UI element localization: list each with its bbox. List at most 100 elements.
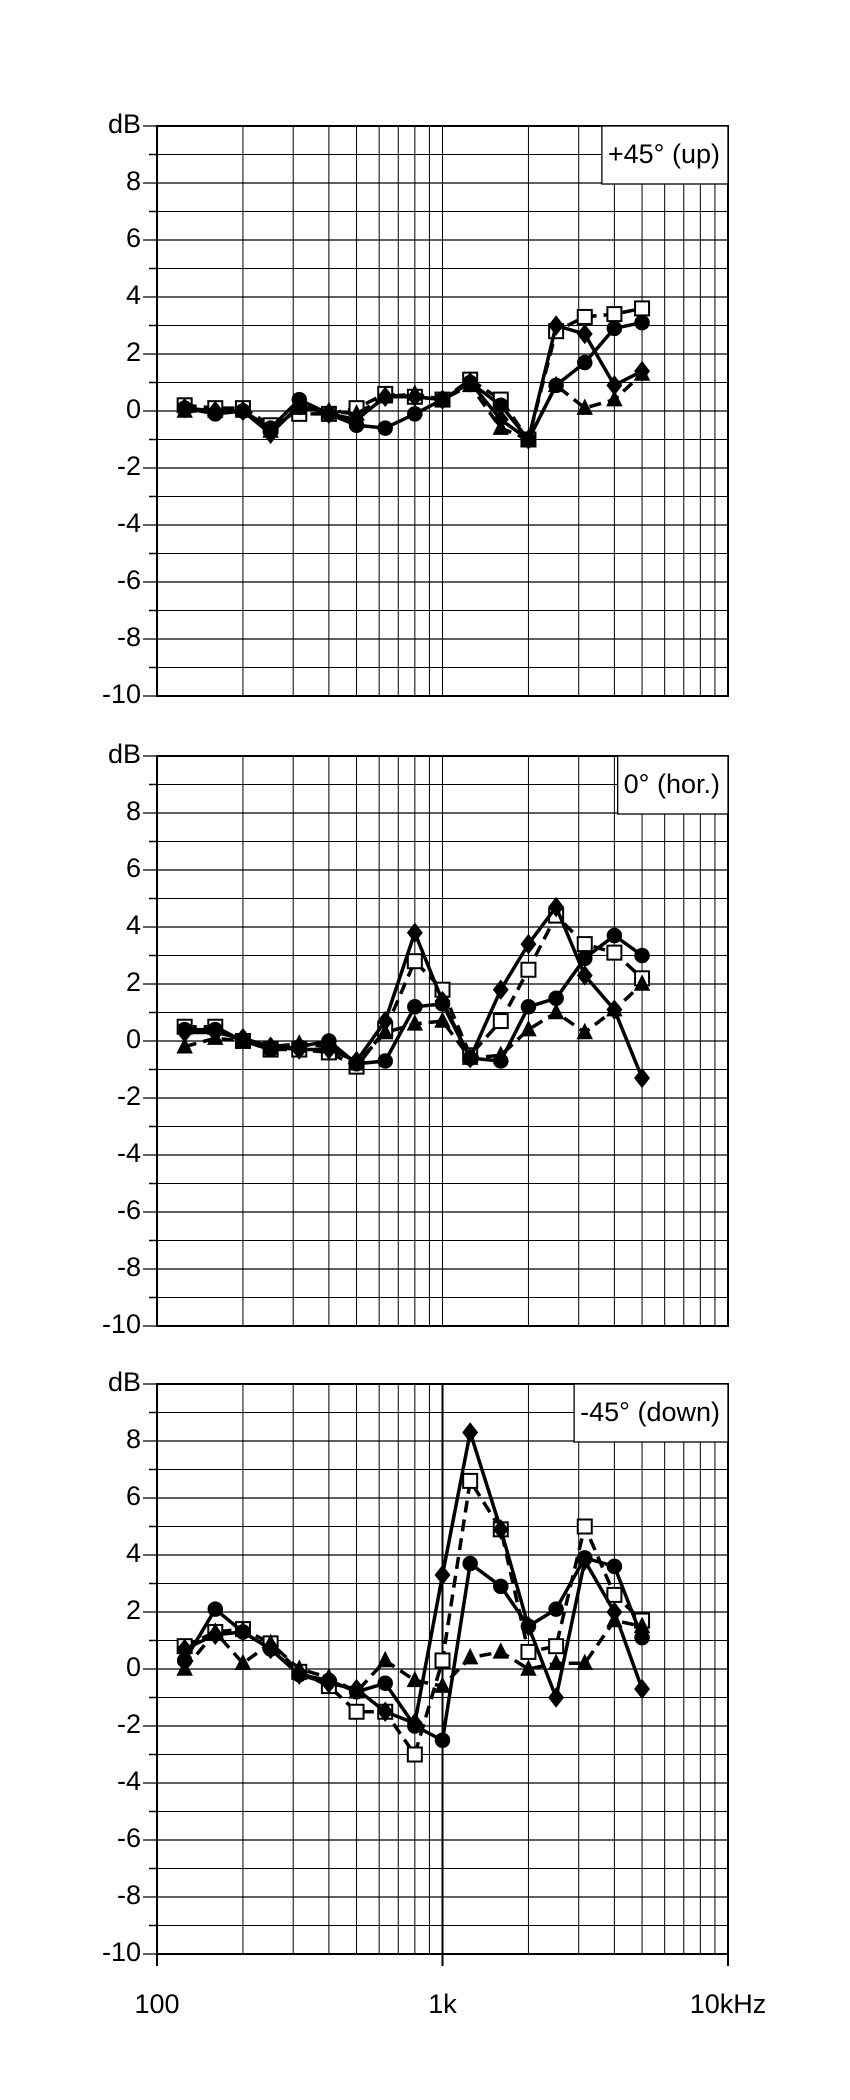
marker (434, 1011, 451, 1028)
marker (576, 936, 593, 953)
marker (576, 1022, 593, 1040)
marker (520, 1019, 537, 1037)
marker (434, 391, 451, 408)
y-tick-label: -8 (117, 1880, 141, 1910)
marker (606, 1586, 623, 1603)
panel: -10 -8 -6 -4 -2 0 2 4 6 8 dB 0° (hor.) (102, 739, 729, 1339)
marker (548, 1687, 565, 1708)
plot-frame (156, 125, 729, 697)
y-tick-label: -10 (102, 1309, 141, 1339)
marker (606, 944, 623, 961)
y-tick-label: 2 (126, 337, 141, 367)
x-tick-label: 1k (428, 1989, 457, 2019)
marker (235, 1624, 251, 1640)
marker (462, 374, 478, 391)
marker (377, 1010, 394, 1032)
marker (520, 961, 537, 978)
marker (462, 1472, 479, 1489)
panel-label-box (601, 125, 729, 185)
marker (348, 1056, 365, 1072)
marker (376, 1022, 394, 1040)
marker (407, 999, 423, 1015)
marker (262, 1641, 279, 1657)
y-tick-label: -6 (117, 1823, 141, 1853)
marker (548, 315, 565, 336)
marker (262, 420, 279, 436)
y-tick-label: -4 (117, 1138, 141, 1168)
marker (321, 1672, 337, 1689)
marker (348, 1684, 365, 1700)
marker (634, 360, 651, 382)
marker (291, 1666, 308, 1683)
marker (548, 896, 565, 918)
marker (321, 406, 337, 422)
marker (291, 391, 308, 408)
marker (606, 389, 623, 407)
marker (576, 323, 593, 345)
marker (520, 431, 537, 448)
marker (235, 403, 251, 419)
marker (547, 1653, 565, 1671)
marker (520, 1643, 537, 1660)
x-tick-label: 10kHz (690, 1989, 767, 2019)
marker (606, 1601, 623, 1623)
x-tick-label: 100 (134, 1989, 179, 2019)
series-line (183, 1556, 644, 1743)
marker (291, 1038, 308, 1055)
marker (377, 1701, 394, 1722)
y-tick-label: 6 (126, 1481, 141, 1511)
marker (377, 386, 394, 407)
marker (462, 1422, 479, 1443)
y-tick-label: 2 (126, 967, 141, 997)
marker (377, 1053, 393, 1069)
marker (548, 1601, 564, 1617)
marker (633, 974, 651, 991)
y-tick-label: -8 (117, 1252, 141, 1282)
marker (492, 1642, 509, 1659)
marker (377, 1675, 393, 1691)
marker (207, 1624, 224, 1646)
panel-label-box (573, 1383, 729, 1443)
y-tick-label: 2 (126, 1595, 141, 1625)
marker (520, 1618, 537, 1634)
y-tick-label: 6 (126, 853, 141, 883)
marker (493, 397, 509, 414)
y-tick-label: 8 (126, 1424, 141, 1454)
marker (207, 1601, 224, 1617)
marker (548, 377, 564, 394)
y-tick-label: 0 (126, 1024, 141, 1054)
series-line (184, 306, 643, 442)
y-tick-label: 4 (126, 910, 141, 940)
marker (577, 950, 593, 967)
series-line (183, 1479, 644, 1757)
y-tick-label: -6 (117, 565, 141, 595)
y-tick-label: -4 (117, 508, 141, 538)
marker (576, 1518, 593, 1535)
marker (406, 953, 423, 970)
marker (520, 1659, 537, 1676)
marker (606, 320, 623, 337)
marker (434, 1732, 451, 1748)
marker (520, 999, 537, 1015)
marker (634, 947, 650, 964)
marker (234, 1653, 252, 1671)
y-tick-label: -8 (117, 622, 141, 652)
y-tick-label: dB (108, 739, 141, 769)
panel-label: 0° (hor.) (624, 769, 720, 799)
marker (520, 933, 537, 955)
marker (235, 1033, 251, 1049)
y-tick-label: 8 (126, 796, 141, 826)
marker (407, 406, 423, 422)
marker (576, 965, 593, 986)
marker (461, 1647, 479, 1665)
panel-label: +45° (up) (608, 139, 720, 169)
marker (207, 406, 224, 422)
plot-frame (156, 755, 729, 1327)
marker (576, 308, 593, 325)
y-tick-label: -2 (117, 1709, 141, 1739)
marker (492, 1013, 509, 1030)
marker (493, 1578, 509, 1595)
panel: -10 -8 -6 -4 -2 0 2 4 6 8 dB +45° (up) (102, 109, 729, 709)
panel: -10 -8 -6 -4 -2 0 2 4 6 8 dB 100 1k 10kHz -45° (down) (102, 1367, 766, 2019)
